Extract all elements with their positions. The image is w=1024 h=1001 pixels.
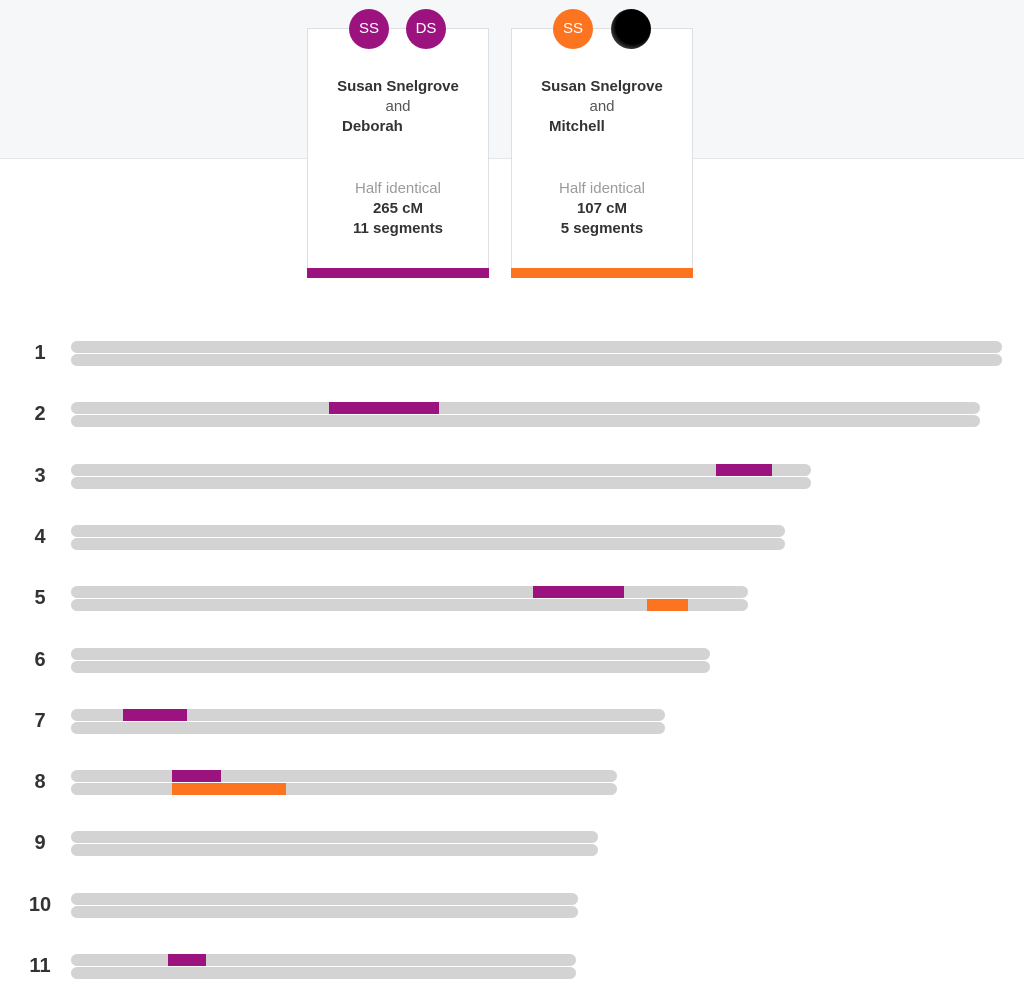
relation-label: Half identical [355,180,441,197]
shared-segment-chr8-1[interactable] [171,770,221,782]
chromosome-5-strand-2[interactable] [71,599,748,611]
chromosome-label-11: 11 [29,955,51,977]
chromosome-label-2: 2 [34,403,46,425]
chromosome-9-strand-2[interactable] [71,844,599,856]
chromosome-3-strand-1[interactable] [71,464,812,476]
chromosome-label-4: 4 [34,526,46,548]
shared-segment-chr7-1[interactable] [123,709,187,721]
chromosome-2-strand-2[interactable] [71,415,980,427]
match-card-deborah[interactable]: Susan Snelgrove and Deborah Half identic… [307,28,489,278]
cm-value: 107 cM [576,200,628,217]
chromosome-label-3: 3 [34,465,46,487]
match-card-mitchell[interactable]: Susan Snelgrove and Mitchell Half identi… [511,28,693,278]
chromosome-label-10: 10 [28,894,52,916]
chromosome-4-strand-1[interactable] [71,525,786,537]
avatar-ss[interactable]: SS [349,9,389,49]
match-stats: Half identical 265 cM 11 segments [308,179,488,239]
chromosome-2-strand-1[interactable] [71,402,980,414]
segments-value: 11 segments [352,220,444,237]
chromosome-11-strand-2[interactable] [71,967,576,979]
chromosome-label-6: 6 [34,649,46,671]
chromosome-11-strand-1[interactable] [71,954,576,966]
match-color-bar [307,268,489,278]
relation-label: Half identical [559,180,645,197]
chromosome-4-strand-2[interactable] [71,538,786,550]
chromosome-label-9: 9 [34,832,46,854]
chromosome-1-strand-1[interactable] [71,341,1002,353]
shared-segment-chr11-1[interactable] [168,954,206,966]
chromosome-label-8: 8 [34,771,46,793]
chromosome-8-strand-1[interactable] [71,770,617,782]
shared-segment-chr5-1[interactable] [532,586,625,598]
connector-text: and [385,98,411,115]
shared-segment-chr2-1[interactable] [328,402,440,414]
chromosome-7-strand-1[interactable] [71,709,666,721]
match-names: Susan Snelgrove and Mitchell [512,77,692,137]
avatar-ds[interactable]: DS [406,9,446,49]
avatar-ss[interactable]: SS [553,9,593,49]
chromosome-9-strand-1[interactable] [71,831,599,843]
chromosome-1-strand-2[interactable] [71,354,1002,366]
shared-segment-chr5-2[interactable] [646,599,688,611]
person-b-name: Deborah [342,118,403,135]
match-stats: Half identical 107 cM 5 segments [512,179,692,239]
chromosome-label-1: 1 [34,342,46,364]
shared-segment-chr8-2[interactable] [171,783,286,795]
match-color-bar [511,268,693,278]
match-names: Susan Snelgrove and Deborah [308,77,488,137]
person-a-name: Susan Snelgrove [337,78,459,95]
segments-value: 5 segments [560,220,644,237]
chromosome-8-strand-2[interactable] [71,783,617,795]
person-b-name: Mitchell [549,118,605,135]
chromosome-5-strand-1[interactable] [71,586,748,598]
chromosome-label-5: 5 [34,587,46,609]
chromosome-10-strand-1[interactable] [71,893,578,905]
chromosome-10-strand-2[interactable] [71,906,578,918]
chromosome-3-strand-2[interactable] [71,477,812,489]
shared-segment-chr3-1[interactable] [715,464,773,476]
chromosome-label-7: 7 [34,710,46,732]
connector-text: and [589,98,615,115]
cm-value: 265 cM [372,200,424,217]
redacted-avatar-icon[interactable] [611,9,651,49]
chromosome-6-strand-1[interactable] [71,648,711,660]
person-a-name: Susan Snelgrove [541,78,663,95]
chromosome-6-strand-2[interactable] [71,661,711,673]
chromosome-7-strand-2[interactable] [71,722,666,734]
